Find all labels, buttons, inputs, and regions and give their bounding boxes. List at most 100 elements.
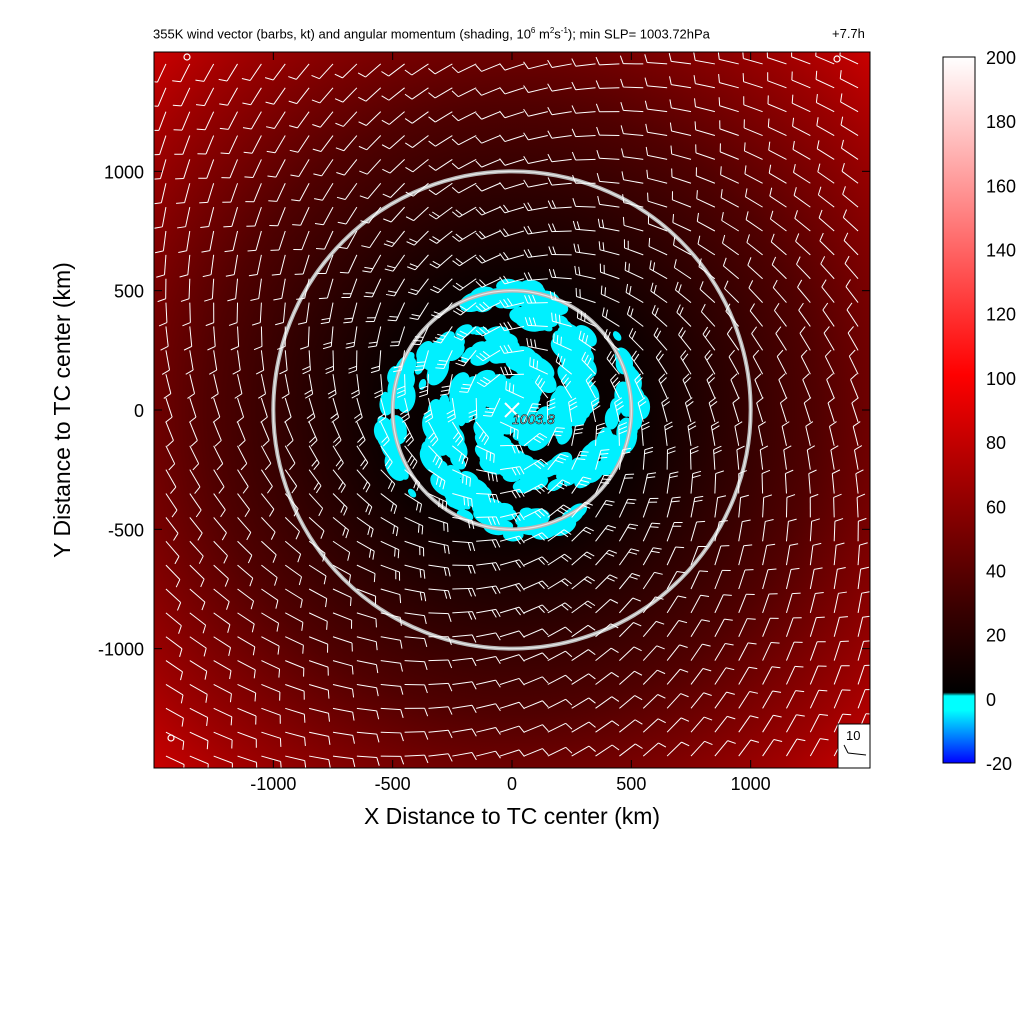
barb-staff (555, 361, 572, 375)
barb-staff (332, 469, 346, 486)
barb-flag (321, 317, 331, 321)
barb-flag (536, 360, 539, 370)
barb-staff (714, 521, 720, 542)
barb-flag (562, 479, 571, 485)
barb-flag (438, 360, 448, 362)
barb-flag (204, 298, 213, 302)
barb-flag (242, 486, 249, 494)
barb-flag (507, 298, 513, 306)
barb-flag (455, 282, 464, 289)
barb-flag (419, 504, 423, 513)
barb-flag (203, 648, 207, 657)
barb-staff (714, 473, 717, 494)
barb-staff (745, 219, 763, 232)
barb-flag (533, 437, 541, 444)
barb-flag (479, 379, 488, 385)
barb-staff (627, 313, 644, 327)
barb-staff (547, 746, 567, 757)
barb-staff (203, 63, 215, 82)
barb-flag (313, 173, 322, 177)
barb-flag (435, 476, 439, 485)
barb-staff (165, 493, 178, 511)
barb-staff (213, 564, 229, 580)
barb-staff (710, 426, 716, 446)
barb-flag (519, 445, 524, 454)
negative-patch (541, 323, 553, 332)
barb-flag (254, 692, 257, 702)
barb-staff (299, 183, 310, 202)
barb-flag (384, 458, 391, 467)
barb-staff (504, 254, 525, 261)
barb-flag (503, 345, 509, 354)
barb-staff (261, 755, 281, 763)
colorbar-tick-label: 120 (986, 305, 1016, 325)
barb-flag (230, 716, 233, 726)
barb-staff (499, 535, 520, 542)
barb-staff (504, 158, 525, 166)
barb-staff (388, 87, 405, 101)
barb-staff (719, 58, 739, 65)
barb-flag (605, 309, 609, 319)
barb-staff (744, 150, 763, 160)
barb-flag (399, 594, 402, 604)
barb-flag (732, 397, 740, 404)
barb-staff (762, 642, 772, 661)
barb-staff (551, 298, 572, 304)
barb-flag (694, 495, 704, 499)
barb-flag (742, 519, 751, 523)
barb-staff (213, 731, 233, 741)
barb-staff (344, 182, 358, 200)
barb-flag (475, 329, 483, 337)
barb-flag (606, 577, 615, 582)
barb-flag (178, 250, 187, 253)
barb-flag (698, 258, 702, 267)
barb-flag (381, 436, 388, 443)
barb-staff (623, 224, 644, 232)
barb-flag (370, 369, 380, 374)
barb-staff (767, 103, 787, 113)
barb-staff (261, 588, 279, 601)
barb-staff (164, 254, 167, 275)
barb-staff (602, 315, 620, 327)
barb-flag (229, 670, 232, 680)
barb-staff (623, 179, 644, 184)
barb-flag (675, 546, 685, 549)
barb-flag (328, 759, 331, 768)
barb-flag (795, 690, 805, 693)
barb-flag (507, 321, 513, 330)
barb-staff (547, 698, 566, 709)
barb-flag (387, 290, 397, 293)
barb-flag (465, 476, 468, 485)
barb-flag (682, 353, 689, 361)
barb-flag (547, 223, 553, 232)
barb-staff (476, 655, 496, 662)
barb-flag (618, 430, 628, 435)
barb-flag (264, 463, 272, 471)
barb-flag (596, 150, 600, 159)
barb-flag (376, 734, 380, 743)
barb-flag (394, 547, 396, 557)
chart-title: 355K wind vector (barbs, kt) and angular… (153, 26, 710, 42)
barb-staff (452, 752, 473, 757)
barb-flag (822, 302, 829, 311)
barb-staff (207, 183, 215, 203)
barb-flag (200, 578, 205, 588)
barb-flag (786, 494, 796, 498)
barb-staff (332, 517, 349, 531)
barb-flag (541, 508, 549, 515)
barb-flag (796, 714, 805, 717)
barb-flag (847, 326, 854, 334)
barb-staff (619, 573, 633, 590)
barb-staff (499, 701, 520, 709)
barb-flag (588, 649, 596, 656)
barb-flag (503, 251, 509, 260)
barb-staff (227, 111, 238, 130)
barb-staff (843, 240, 859, 256)
barb-staff (499, 466, 520, 471)
barb-staff (689, 449, 692, 470)
barb-staff (209, 230, 215, 251)
barb-staff (575, 87, 596, 91)
barb-flag (250, 298, 259, 301)
barb-flag (770, 641, 780, 644)
barb-staff (547, 602, 566, 614)
